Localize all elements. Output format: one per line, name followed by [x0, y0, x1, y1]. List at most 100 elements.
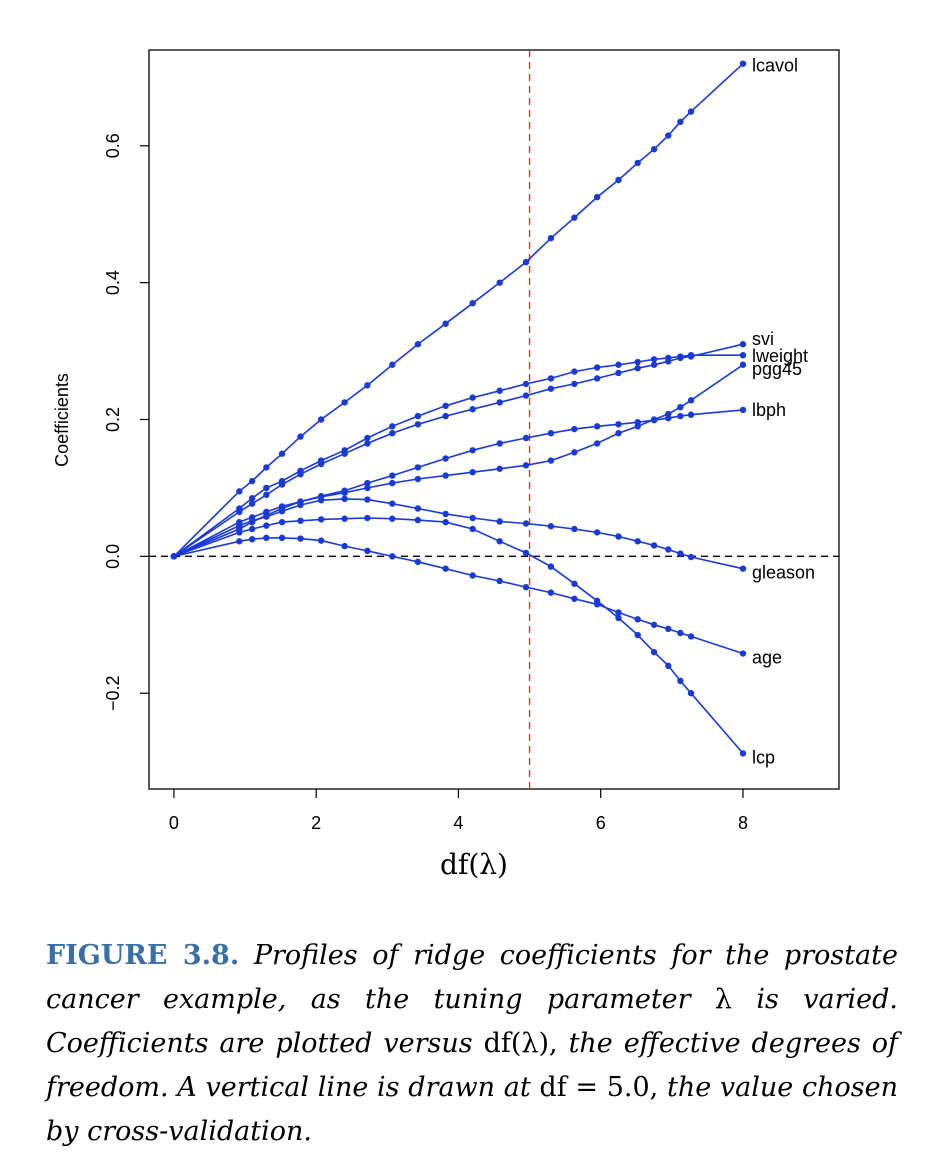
data-point-lcavol — [571, 214, 578, 221]
data-point-lcavol — [341, 399, 348, 406]
data-point-lweight — [739, 351, 747, 359]
data-point-age — [522, 583, 530, 591]
data-point-svi — [389, 429, 396, 437]
data-point-lcp — [317, 516, 325, 523]
data-point-pgg45 — [677, 403, 684, 411]
data-point-lcavol — [739, 60, 747, 67]
data-point-lcp — [389, 515, 396, 522]
data-point-age — [263, 534, 270, 542]
data-point-gleason — [414, 505, 422, 512]
data-point-gleason — [297, 501, 304, 509]
data-point-age — [665, 625, 672, 633]
data-point-svi — [547, 385, 555, 392]
data-point-gleason — [650, 542, 658, 549]
data-point-lcavol — [364, 382, 371, 389]
data-point-lweight — [593, 364, 601, 371]
caption-df-lambda: df(λ), — [483, 1028, 558, 1059]
data-point-age — [341, 542, 348, 550]
data-point-svi — [414, 421, 422, 428]
data-point-lcp — [547, 563, 555, 570]
data-point-lweight — [389, 423, 396, 430]
data-point-pgg45 — [547, 457, 555, 464]
y-tick-label: 0.6 — [103, 133, 123, 158]
data-point-lcavol — [389, 361, 396, 368]
data-point-age — [389, 553, 396, 560]
plot-frame — [148, 49, 840, 790]
data-point-lcp — [170, 553, 178, 560]
data-point-gleason — [571, 525, 578, 533]
data-point-lbph — [414, 464, 422, 471]
data-point-svi — [469, 406, 476, 413]
data-point-lbph — [665, 414, 672, 422]
data-point-lcp — [364, 514, 371, 522]
x-tick-label: 8 — [738, 813, 748, 833]
data-point-gleason — [634, 538, 641, 545]
x-tick-label: 6 — [596, 813, 606, 833]
data-point-lbph — [677, 412, 684, 420]
data-point-svi — [248, 500, 256, 507]
data-point-lcavol — [297, 433, 304, 440]
data-point-lbph — [571, 425, 578, 433]
data-point-lcp — [522, 549, 530, 557]
data-point-lcavol — [522, 258, 530, 266]
data-point-lcavol — [442, 320, 449, 327]
figure-caption: FIGURE 3.8. Profiles of ridge coefficien… — [46, 934, 898, 1154]
data-point-lcp — [442, 518, 449, 526]
data-point-age — [687, 633, 695, 640]
data-point-age — [634, 616, 641, 623]
series-label-lweight: lweight — [752, 346, 808, 366]
data-point-pgg45 — [522, 462, 530, 469]
data-point-lcavol — [547, 234, 555, 242]
data-point-lweight — [522, 380, 530, 388]
series-svi: svi — [170, 329, 774, 560]
data-point-lbph — [364, 479, 371, 487]
data-point-lweight — [687, 351, 695, 359]
data-point-lcp — [414, 516, 422, 524]
data-point-svi — [634, 364, 641, 372]
series-line-lcavol — [173, 63, 744, 557]
data-point-lweight — [317, 457, 325, 464]
series-label-pgg45: pgg45 — [752, 359, 802, 379]
data-point-gleason — [341, 495, 348, 503]
data-point-gleason — [317, 497, 325, 504]
data-point-lbph — [442, 455, 449, 462]
data-point-lcp — [469, 525, 476, 533]
data-point-pgg45 — [364, 484, 371, 492]
series-lcp: lcp — [170, 514, 775, 767]
data-point-lweight — [442, 402, 449, 410]
data-point-lcp — [739, 750, 747, 757]
series-label-gleason: gleason — [752, 563, 815, 583]
data-point-lcavol — [634, 159, 641, 167]
data-point-lweight — [496, 387, 503, 394]
data-point-lcp — [248, 525, 256, 533]
data-point-age — [571, 595, 578, 602]
data-point-lbph — [547, 429, 555, 437]
data-point-lweight — [615, 361, 622, 368]
data-point-pgg45 — [687, 397, 695, 404]
data-point-gleason — [739, 565, 747, 572]
data-point-lcavol — [687, 108, 695, 115]
data-point-gleason — [389, 500, 396, 507]
data-point-gleason — [665, 546, 672, 553]
x-axis-label: df(λ) — [440, 848, 508, 881]
data-point-pgg45 — [442, 472, 449, 479]
data-point-age — [650, 621, 658, 628]
data-point-lcavol — [677, 118, 684, 126]
series-line-lweight — [173, 354, 743, 558]
data-point-age — [414, 558, 422, 566]
data-point-svi — [442, 412, 449, 420]
data-point-lcavol — [650, 146, 658, 153]
series-lbph: lbph — [170, 400, 786, 560]
data-point-lbph — [341, 487, 348, 494]
data-point-age — [739, 650, 747, 657]
series-line-lcp — [173, 517, 744, 754]
data-point-lcp — [650, 648, 658, 656]
data-point-gleason — [263, 513, 270, 520]
y-tick-label: −0.2 — [103, 675, 123, 711]
data-point-pgg45 — [739, 361, 747, 368]
data-point-gleason — [593, 529, 601, 536]
data-point-lcp — [677, 677, 684, 685]
data-point-lweight — [650, 356, 658, 363]
